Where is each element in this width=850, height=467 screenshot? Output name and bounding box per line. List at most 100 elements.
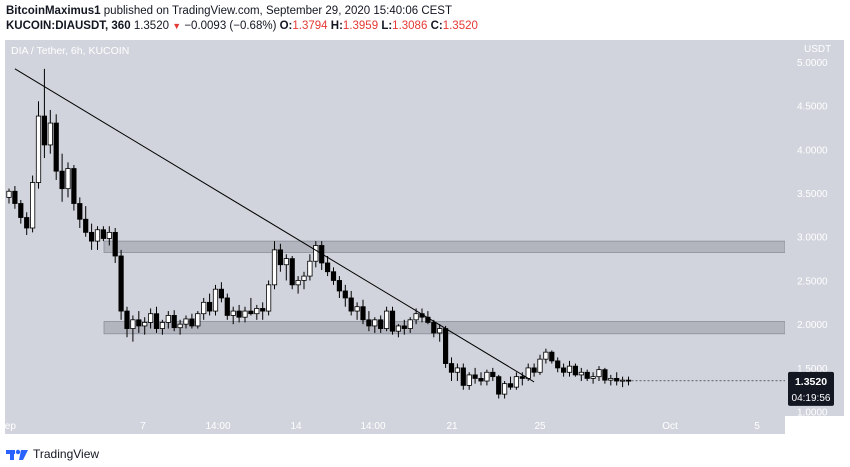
price-axis[interactable] <box>785 40 844 416</box>
close-value: 1.3520 <box>442 20 478 32</box>
candle-body <box>389 310 396 332</box>
candle <box>94 226 101 250</box>
candle-body <box>442 328 449 364</box>
candle-body <box>24 217 30 229</box>
candle-body <box>566 365 573 373</box>
candle <box>602 367 608 384</box>
tradingview-wordmark: TradingView <box>33 447 100 461</box>
tradingview-footer: TradingView <box>6 447 99 461</box>
candle <box>378 315 384 333</box>
candle <box>354 302 360 320</box>
candle <box>254 304 260 320</box>
candle <box>389 306 396 335</box>
candle <box>537 354 543 375</box>
candle-body <box>106 231 112 239</box>
candle-body <box>271 249 278 286</box>
down-triangle-icon: ▼ <box>172 21 182 31</box>
candle-body <box>348 297 354 312</box>
x-tick-label: 25 <box>534 421 546 432</box>
candle-body <box>295 280 301 286</box>
candle-body <box>425 316 431 323</box>
price-axis-currency: USDT <box>804 44 831 55</box>
candle-body <box>313 245 319 262</box>
candle-body <box>242 310 248 318</box>
candle <box>549 350 555 364</box>
candle <box>584 369 590 382</box>
candle-body <box>596 369 602 378</box>
candle <box>478 372 484 386</box>
low-label: L: <box>381 20 393 32</box>
candle <box>330 267 337 285</box>
candle <box>47 109 53 154</box>
candle-body <box>431 322 437 334</box>
candle-body <box>6 190 12 198</box>
candle <box>348 290 354 316</box>
candle <box>431 319 437 338</box>
candle-body <box>153 313 160 329</box>
time-axis[interactable] <box>5 416 785 434</box>
high-value: 1.3959 <box>342 20 379 32</box>
candle <box>507 376 514 390</box>
candle <box>407 317 413 333</box>
candle-body <box>466 374 472 386</box>
candle-body <box>490 371 496 378</box>
candle-body <box>218 288 224 299</box>
candle-body <box>118 255 124 312</box>
candle <box>608 374 614 386</box>
candle <box>224 293 230 320</box>
candle-body <box>159 322 165 329</box>
candle <box>147 308 154 329</box>
candle-body <box>47 122 53 146</box>
candle <box>620 376 626 388</box>
candle-body <box>608 377 614 381</box>
candle-body <box>265 284 272 312</box>
candle-body <box>537 358 543 373</box>
candle-body <box>65 168 71 190</box>
candle-body <box>413 313 419 321</box>
candle-body <box>12 190 18 204</box>
candle <box>437 324 443 342</box>
candle <box>513 372 520 390</box>
candle-body <box>578 371 584 376</box>
candle-body <box>183 318 189 325</box>
candle-body <box>53 122 59 172</box>
y-tick-label: 4.0000 <box>797 145 828 156</box>
candle <box>159 319 165 335</box>
candle <box>496 374 502 399</box>
candle <box>77 197 83 228</box>
candle-body <box>555 360 561 369</box>
candle-body <box>460 367 466 386</box>
candle-body <box>378 319 384 329</box>
candle <box>106 226 112 246</box>
candle-body <box>283 258 289 266</box>
candle <box>218 282 224 303</box>
plot-area[interactable] <box>5 40 785 416</box>
tradingview-logo-icon <box>6 449 28 460</box>
candle <box>614 372 620 386</box>
x-tick-label: 14 <box>290 421 302 432</box>
candle-body <box>454 367 461 373</box>
candle-body <box>35 115 42 183</box>
open-label: O: <box>279 20 293 32</box>
candle <box>295 276 301 294</box>
descending-trendline[interactable] <box>14 68 535 383</box>
candle-body <box>496 376 502 395</box>
current-price-label: 1.3520 <box>795 376 827 388</box>
candle <box>289 255 295 290</box>
candle-body <box>307 260 313 277</box>
candle-body <box>472 374 478 379</box>
candle-body <box>177 323 183 329</box>
candle <box>136 311 142 333</box>
candle-body <box>572 365 579 376</box>
candle-body <box>212 288 219 312</box>
candle-body <box>100 229 106 239</box>
candle <box>177 319 183 335</box>
candle-body <box>354 306 360 312</box>
author-name[interactable]: BitcoinMaximus1 <box>6 5 101 17</box>
candle <box>206 293 213 316</box>
candle-body <box>41 115 48 146</box>
candle-body <box>248 310 254 315</box>
candle <box>35 101 42 189</box>
candle-countdown-label: 04:19:56 <box>792 393 831 404</box>
